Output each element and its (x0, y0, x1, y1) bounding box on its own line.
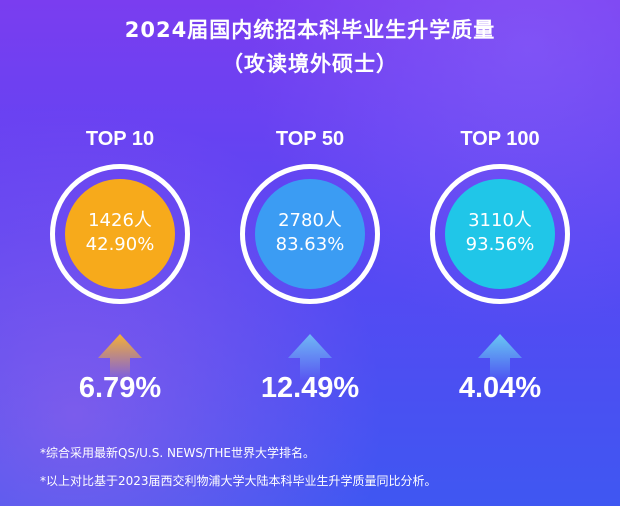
footnote-ranking-source: *综合采用最新QS/U.S. NEWS/THE世界大学排名。 (40, 446, 315, 460)
category-label-top50: TOP 50 (275, 128, 345, 150)
count-label-top50: 2780人 (278, 210, 342, 231)
percentage-label-top50: 83.63% (275, 234, 345, 255)
footnote-comparison-basis: *以上对比基于2023届西交利物浦大学大陆本科毕业生升学质量同比分析。 (40, 474, 437, 488)
percentage-label-top100: 93.56% (465, 234, 535, 255)
growth-label-top10: 6.79% (78, 372, 162, 404)
up-arrow-icon (478, 334, 522, 380)
ring-top10: 1426人 42.90% (50, 164, 190, 304)
count-label-top100: 3110人 (468, 210, 532, 231)
circle-top100: 3110人 93.56% (445, 179, 555, 289)
category-label-top100: TOP 100 (460, 128, 540, 150)
ring-top50: 2780人 83.63% (240, 164, 380, 304)
count-label-top10: 1426人 (88, 210, 152, 231)
growth-label-top50: 12.49% (260, 372, 360, 404)
percentage-label-top10: 42.90% (85, 234, 155, 255)
growth-label-top100: 4.04% (458, 372, 542, 404)
page-subtitle: （攻读境外硕士） (222, 52, 398, 76)
circle-top50: 2780人 83.63% (255, 179, 365, 289)
circle-top10: 1426人 42.90% (65, 179, 175, 289)
ring-top100: 3110人 93.56% (430, 164, 570, 304)
page-title: 2024届国内统招本科毕业生升学质量 (124, 18, 496, 42)
up-arrow-icon (98, 334, 142, 380)
up-arrow-icon (288, 334, 332, 380)
category-label-top10: TOP 10 (85, 128, 155, 150)
